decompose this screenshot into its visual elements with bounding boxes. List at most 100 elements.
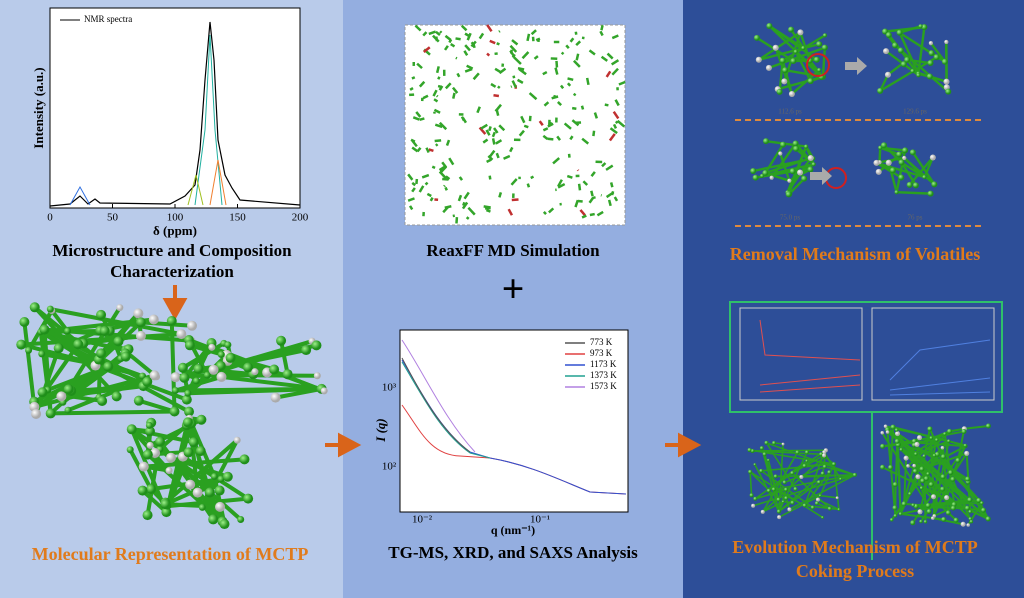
atom bbox=[894, 428, 899, 432]
atom bbox=[37, 387, 48, 398]
bond bbox=[773, 474, 856, 491]
volatile-snapshots bbox=[750, 22, 952, 198]
atom bbox=[801, 45, 806, 51]
atom bbox=[214, 485, 225, 496]
bond bbox=[768, 46, 826, 70]
md-bond bbox=[530, 175, 535, 180]
md-bond bbox=[494, 67, 502, 74]
md-bond bbox=[552, 157, 561, 165]
atom bbox=[269, 364, 280, 375]
atom bbox=[912, 182, 919, 189]
atom bbox=[759, 446, 764, 451]
md-bond bbox=[498, 30, 501, 33]
bond bbox=[920, 487, 957, 521]
md-cube bbox=[404, 24, 626, 226]
arrow-right bbox=[325, 432, 362, 458]
atom bbox=[188, 437, 199, 448]
md-bond bbox=[511, 53, 516, 59]
bond bbox=[950, 471, 980, 502]
md-bond bbox=[455, 37, 461, 41]
atom bbox=[968, 509, 972, 514]
atom bbox=[799, 474, 804, 479]
atom bbox=[928, 40, 933, 46]
atom bbox=[138, 461, 149, 472]
md-bond bbox=[448, 38, 453, 44]
saxs-y-tick: 10² bbox=[382, 461, 397, 473]
md-bond bbox=[426, 192, 432, 198]
atom bbox=[927, 190, 934, 197]
atom bbox=[99, 325, 110, 336]
atom bbox=[906, 464, 910, 468]
md-bond bbox=[521, 51, 530, 60]
md-bond bbox=[518, 129, 525, 137]
atom bbox=[880, 431, 884, 435]
atom bbox=[929, 436, 934, 440]
bond bbox=[887, 162, 898, 193]
atom bbox=[964, 505, 970, 511]
bond bbox=[34, 347, 61, 415]
bond bbox=[884, 25, 925, 33]
md-bond bbox=[411, 181, 416, 187]
atom bbox=[814, 501, 819, 506]
atom bbox=[135, 317, 146, 328]
md-bond bbox=[547, 137, 554, 141]
atom bbox=[219, 519, 230, 530]
atom bbox=[899, 447, 904, 452]
atom bbox=[217, 351, 225, 359]
md-bond bbox=[520, 115, 526, 124]
bond bbox=[833, 463, 840, 510]
atom bbox=[902, 155, 907, 161]
atom bbox=[923, 520, 928, 524]
atom bbox=[160, 499, 171, 510]
atom bbox=[239, 454, 250, 465]
atom bbox=[759, 468, 764, 473]
atom bbox=[917, 509, 923, 515]
atom bbox=[184, 389, 192, 397]
atom bbox=[750, 448, 755, 453]
atom bbox=[171, 386, 179, 394]
atom bbox=[763, 138, 770, 145]
atom bbox=[969, 519, 974, 524]
atom bbox=[935, 438, 939, 442]
md-bond bbox=[437, 84, 442, 88]
bond bbox=[819, 463, 835, 496]
nmr-frame bbox=[49, 7, 301, 209]
atom bbox=[929, 154, 936, 161]
md-bond bbox=[538, 120, 544, 127]
md-bond bbox=[563, 122, 572, 130]
atom bbox=[892, 505, 898, 511]
atom bbox=[142, 449, 153, 460]
md-bond bbox=[560, 51, 565, 56]
md-bond bbox=[577, 183, 582, 191]
md-bond bbox=[476, 106, 481, 114]
time-label: 76 ps bbox=[908, 214, 923, 222]
atom bbox=[889, 167, 896, 174]
atom bbox=[224, 341, 232, 349]
atom bbox=[802, 463, 807, 468]
bond bbox=[894, 44, 950, 93]
atom bbox=[63, 384, 74, 395]
bond bbox=[903, 458, 908, 504]
atom bbox=[16, 339, 27, 350]
atom bbox=[753, 34, 760, 41]
atom bbox=[940, 474, 946, 480]
md-bond bbox=[611, 34, 619, 40]
md-bond bbox=[523, 124, 529, 129]
atom bbox=[807, 78, 814, 85]
md-bond bbox=[408, 205, 414, 211]
atom bbox=[169, 406, 180, 417]
atom bbox=[789, 168, 796, 175]
atom bbox=[781, 442, 785, 446]
atom bbox=[116, 304, 124, 312]
md-bond bbox=[490, 82, 497, 88]
md-bond bbox=[444, 186, 448, 191]
md-bond bbox=[407, 173, 414, 181]
atom bbox=[766, 488, 771, 493]
md-bond bbox=[486, 52, 491, 57]
md-bond bbox=[493, 127, 499, 134]
atom bbox=[196, 414, 207, 425]
md-bond bbox=[411, 139, 418, 148]
atom bbox=[165, 467, 173, 475]
atom bbox=[839, 477, 842, 481]
md-bond bbox=[611, 67, 619, 76]
